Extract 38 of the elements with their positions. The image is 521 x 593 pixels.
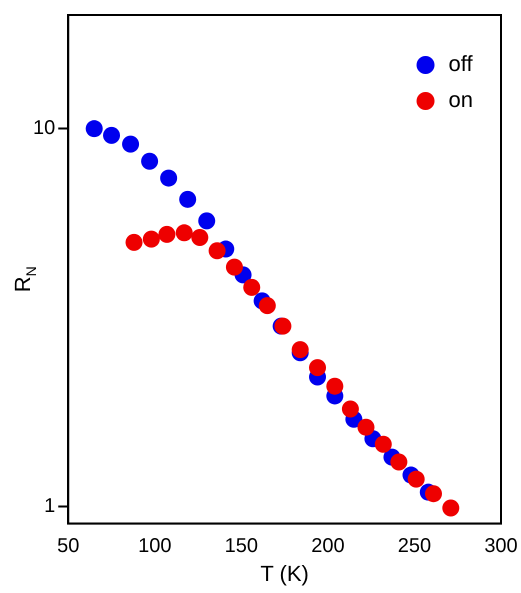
point <box>342 400 359 418</box>
point <box>141 152 158 170</box>
x-tick-label: 300 <box>484 535 518 558</box>
y-tick-label: 10 <box>32 117 56 140</box>
legend-label: off <box>448 51 474 76</box>
legend-label: on <box>448 87 474 112</box>
point <box>126 234 143 251</box>
point <box>357 418 374 436</box>
point <box>292 341 309 358</box>
point <box>442 499 460 516</box>
y-axis-title: RN <box>10 266 39 292</box>
x-axis-title: T (K) <box>260 560 309 586</box>
point <box>160 170 178 187</box>
point <box>408 470 425 488</box>
x-tick-label: 50 <box>57 535 80 558</box>
point <box>158 226 176 243</box>
point <box>103 126 120 144</box>
point <box>86 120 103 138</box>
point <box>424 485 442 502</box>
point <box>179 190 196 208</box>
point <box>191 229 208 246</box>
y-tick-label: 1 <box>44 494 56 517</box>
x-tick-label: 100 <box>138 535 172 558</box>
x-tick-label: 150 <box>224 535 258 558</box>
x-tick-label: 200 <box>311 535 345 558</box>
point <box>142 230 160 248</box>
point <box>374 436 392 453</box>
point <box>208 242 226 260</box>
point <box>258 297 276 314</box>
x-tick-label: 250 <box>398 535 432 558</box>
point <box>198 212 216 230</box>
point <box>326 378 344 395</box>
point <box>122 136 140 153</box>
point <box>176 224 193 242</box>
point <box>243 278 260 296</box>
point <box>309 359 326 376</box>
point <box>390 454 408 471</box>
point <box>226 258 243 276</box>
